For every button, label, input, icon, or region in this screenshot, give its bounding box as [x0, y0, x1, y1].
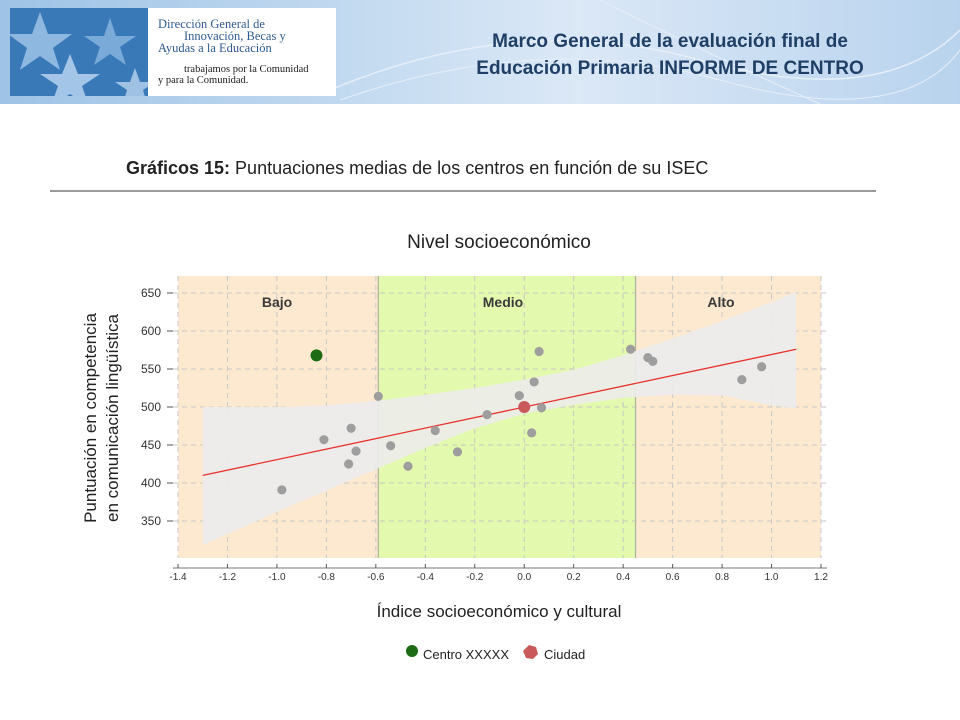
- legend-centro-marker: [406, 645, 418, 657]
- caption-divider: [50, 190, 876, 192]
- x-tick-label: 0.8: [715, 572, 729, 583]
- legend: Centro XXXXX Ciudad: [406, 645, 585, 662]
- data-point: [527, 428, 537, 438]
- y-axis-label-line1: Puntuación en competencia: [81, 313, 100, 523]
- data-point: [403, 461, 413, 471]
- figure-caption: Gráficos 15: Puntuaciones medias de los …: [126, 158, 708, 179]
- data-point: [757, 362, 767, 372]
- ciudad-point: [518, 401, 531, 413]
- legend-centro-label: Centro XXXXX: [423, 647, 509, 662]
- y-tick-label: 500: [141, 400, 161, 414]
- x-tick-label: -1.2: [219, 572, 237, 583]
- x-tick-label: -1.0: [268, 572, 286, 583]
- x-tick-label: -0.6: [367, 572, 385, 583]
- x-tick-label: 0.4: [616, 572, 630, 583]
- data-point: [514, 391, 524, 401]
- legend-ciudad-label: Ciudad: [544, 647, 585, 662]
- data-point: [529, 377, 539, 387]
- x-tick-label: 0.6: [666, 572, 680, 583]
- header-banner: Dirección General de Innovación, Becas y…: [0, 0, 960, 104]
- data-point: [386, 441, 396, 451]
- x-axis-label: Índice socioeconómico y cultural: [377, 602, 622, 621]
- logo-sub2: y para la Comunidad.: [158, 75, 249, 86]
- data-point: [344, 459, 354, 469]
- caption-prefix: Gráficos 15:: [126, 158, 231, 178]
- title-line2: Educación Primaria INFORME DE CENTRO: [476, 58, 864, 79]
- trend-line: [202, 348, 797, 477]
- data-point: [346, 423, 356, 433]
- x-tick-label: 1.2: [814, 572, 828, 583]
- x-tick-label: -1.4: [169, 572, 187, 583]
- y-tick-label: 400: [141, 476, 161, 490]
- data-point: [625, 344, 636, 354]
- y-axis-ticks: 350 400 450 500 550 600 650: [141, 286, 173, 528]
- logo-sub1: trabajamos por la Comunidad: [184, 64, 309, 75]
- x-tick-label: -0.4: [417, 572, 435, 583]
- stars-logo-icon: [10, 8, 148, 96]
- y-tick-label: 650: [141, 286, 161, 300]
- band-labels: Bajo Medio Alto: [262, 294, 735, 310]
- logo-text: Dirección General de Innovación, Becas y…: [158, 17, 334, 55]
- data-point: [536, 403, 547, 413]
- y-tick-label: 550: [141, 362, 161, 376]
- logo-line3: Ayudas a la Educación: [158, 41, 272, 55]
- y-tick-label: 350: [141, 514, 161, 528]
- data-point: [351, 446, 361, 456]
- y-tick-label: 600: [141, 324, 161, 338]
- x-tick-label: -0.8: [318, 572, 336, 583]
- data-points: [277, 344, 767, 495]
- centro-point: [310, 349, 323, 362]
- page-title: Marco General de la evaluación final de …: [440, 28, 900, 82]
- data-point: [319, 435, 329, 445]
- title-line1: Marco General de la evaluación final de: [492, 31, 848, 52]
- banner-decoration: [329, 0, 960, 104]
- logo-line1: Dirección General de: [158, 17, 265, 31]
- logo: Dirección General de Innovación, Becas y…: [10, 8, 336, 96]
- x-tick-label: 1.0: [765, 572, 779, 583]
- logo-line2: Innovación, Becas y: [184, 29, 286, 43]
- data-point: [452, 447, 463, 457]
- y-tick-label: 450: [141, 438, 161, 452]
- legend-ciudad-marker: [523, 645, 538, 659]
- data-point: [482, 410, 492, 420]
- x-tick-label: 0.0: [517, 572, 531, 583]
- data-point: [648, 356, 658, 366]
- data-point: [737, 375, 747, 385]
- x-tick-label: -0.2: [466, 572, 484, 583]
- data-point: [534, 346, 544, 357]
- x-tick-label: 0.2: [567, 572, 581, 583]
- y-axis-label-line2: en comunicación lingüística: [103, 314, 122, 522]
- x-axis-ticks: -1.4 -1.2 -1.0 -0.8 -0.6 -0.4 -0.2 0.0 0.2 0.4 0.6…: [169, 564, 828, 583]
- data-point: [430, 425, 440, 436]
- band-label-medio: Medio: [483, 294, 523, 310]
- data-point: [373, 391, 383, 401]
- band-label-bajo: Bajo: [262, 294, 292, 310]
- caption-text: Puntuaciones medias de los centros en fu…: [230, 158, 709, 178]
- highlighted-points: [310, 349, 531, 413]
- data-point: [277, 485, 287, 495]
- band-label-alto: Alto: [707, 294, 734, 310]
- logo-subtitle: trabajamos por la Comunidad y para la Co…: [158, 64, 336, 86]
- chart-title: Nivel socioeconómico: [407, 232, 591, 253]
